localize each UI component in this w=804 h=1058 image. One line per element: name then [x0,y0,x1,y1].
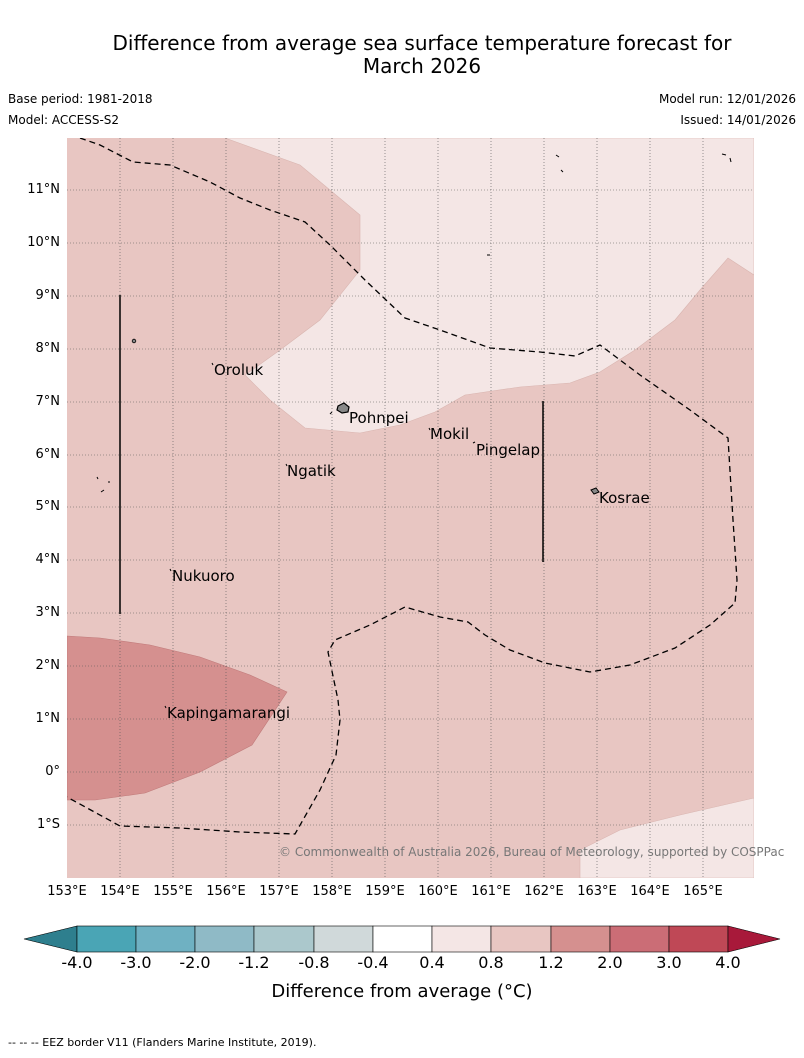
colorbar-segment [668,925,729,953]
lon-label: 156°E [206,884,246,899]
colorbar-tick: -0.4 [357,953,389,972]
colorbar-segment [76,925,137,953]
anomaly-region-0-4-0-8-southeast [579,797,754,878]
anomaly-region-0-4-0-8-north [224,138,754,434]
lon-label: 160°E [418,884,458,899]
colorbar-segment [194,925,255,953]
colorbar-tick: 3.0 [656,953,682,972]
pohnpei-island [336,402,350,414]
lon-label: 163°E [577,884,617,899]
lon-label: 153°E [47,884,87,899]
colorbar-segment-above-max [727,925,781,953]
colorbar-segment-below-min [23,925,78,953]
base-period: Base period: 1981-2018 [8,92,153,106]
title-line-2: March 2026 [362,54,482,78]
colorbar-tick: -1.2 [238,953,270,972]
colorbar-segment [609,925,670,953]
lat-label: 8°N [35,341,61,356]
colorbar-segment [490,925,552,953]
lat-label: 10°N [27,235,60,250]
colorbar-tick: -2.0 [179,953,211,972]
anomaly-region-1-2-2-0 [67,635,288,801]
lat-label: 5°N [35,499,61,514]
colorbar-tick: -0.8 [298,953,330,972]
lon-label: 159°E [365,884,405,899]
colorbar-segment [431,925,492,953]
colorbar-tick: 2.0 [597,953,623,972]
title-line-1: Difference from average sea surface temp… [112,31,732,55]
lat-label: 7°N [35,394,61,409]
lat-label: 4°N [35,552,61,567]
place-kapingamarangi: Kapingamarangi [167,704,290,722]
eez-border [67,138,738,835]
colorbar-segment [253,925,315,953]
place-mokil: Mokil [430,425,469,443]
place-kosrae: Kosrae [599,489,650,507]
place-pohnpei: Pohnpei [349,409,409,427]
model-run: Model run: 12/01/2026 [658,92,796,106]
kosrae-island [590,487,600,495]
lat-label: 1°S [36,817,60,832]
place-ngatik: Ngatik [287,462,336,480]
colorbar-tick: -3.0 [120,953,152,972]
lon-label: 161°E [471,884,511,899]
lon-label: 154°E [100,884,140,899]
lat-label: 1°N [35,711,61,726]
lat-label: 9°N [35,288,61,303]
colorbar-tick: 0.8 [478,953,504,972]
colorbar-segment [372,925,433,953]
place-pingelap: Pingelap [476,441,540,459]
colorbar-segment [550,925,611,953]
colorbar [23,925,781,953]
map-title: Difference from average sea surface temp… [0,32,804,78]
lat-label: 11°N [27,182,60,197]
lat-label: 6°N [35,447,61,462]
atoll-island [131,338,137,344]
colorbar-segment [135,925,196,953]
place-markers [164,362,476,709]
small-islets [96,153,732,493]
lon-label: 158°E [312,884,352,899]
colorbar-tick: -4.0 [61,953,93,972]
eez-footnote: -- -- -- EEZ border V11 (Flanders Marine… [8,1036,317,1049]
lon-label: 164°E [630,884,670,899]
issued-date: Issued: 14/01/2026 [680,113,796,127]
lat-label: 0° [45,764,60,779]
colorbar-segment [313,925,374,953]
copyright-notice: © Commonwealth of Australia 2026, Bureau… [279,845,785,859]
lon-label: 157°E [259,884,299,899]
lon-label: 165°E [683,884,723,899]
colorbar-title: Difference from average (°C) [271,981,533,1002]
lon-label: 162°E [524,884,564,899]
place-oroluk: Oroluk [214,361,263,379]
lon-label: 155°E [153,884,193,899]
lat-label: 3°N [35,605,61,620]
lat-label: 2°N [35,658,61,673]
place-nukuoro: Nukuoro [172,567,235,585]
colorbar-tick: 0.4 [419,953,445,972]
colorbar-tick: 4.0 [715,953,741,972]
model-name: Model: ACCESS-S2 [8,113,120,127]
colorbar-tick: 1.2 [538,953,564,972]
